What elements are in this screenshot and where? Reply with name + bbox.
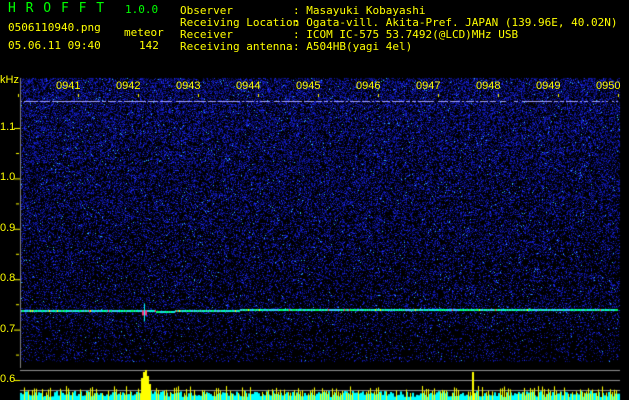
info-label: Receiving Location	[180, 16, 300, 29]
info-value: : ICOM IC-575 53.7492(@LCD)MHz USB	[293, 28, 519, 41]
y-tick-label: 0.6	[0, 373, 16, 385]
x-tick-label: 0948	[476, 80, 501, 92]
x-tick-label: 0949	[536, 80, 561, 92]
file-name: 0506110940.png	[8, 21, 101, 34]
x-tick-label: 0950	[596, 80, 621, 92]
y-unit-label: kHz	[0, 74, 19, 86]
x-tick-label: 0945	[296, 80, 321, 92]
x-tick-label: 0944	[236, 80, 261, 92]
meteor-count: 142	[139, 39, 159, 52]
x-tick-label: 0942	[116, 80, 141, 92]
file-datetime: 05.06.11 09:40	[8, 39, 101, 52]
y-tick-label: 0.7	[0, 322, 16, 335]
x-tick-label: 0943	[176, 80, 201, 92]
y-tick-label: 0.8	[0, 272, 16, 285]
y-tick-label: 1.1	[0, 121, 16, 133]
x-tick-label: 0947	[416, 80, 441, 92]
info-value: : Ogata-vill. Akita-Pref. JAPAN (139.96E…	[293, 16, 618, 29]
x-tick-label: 0946	[356, 80, 381, 92]
info-label: Receiving antenna	[180, 40, 293, 53]
info-label: Observer	[180, 4, 233, 17]
y-tick-label: 0.9	[0, 221, 16, 234]
x-tick-label: 0941	[56, 80, 81, 92]
app-title: H R O F F T	[8, 1, 106, 16]
info-value: : Masayuki Kobayashi	[293, 4, 426, 17]
meteor-label: meteor	[124, 26, 164, 39]
info-value: : A504HB(yagi 4el)	[293, 40, 413, 53]
app-version: 1.0.0	[125, 3, 159, 16]
y-tick-label: 1.0	[0, 171, 16, 184]
info-label: Receiver	[180, 28, 233, 41]
